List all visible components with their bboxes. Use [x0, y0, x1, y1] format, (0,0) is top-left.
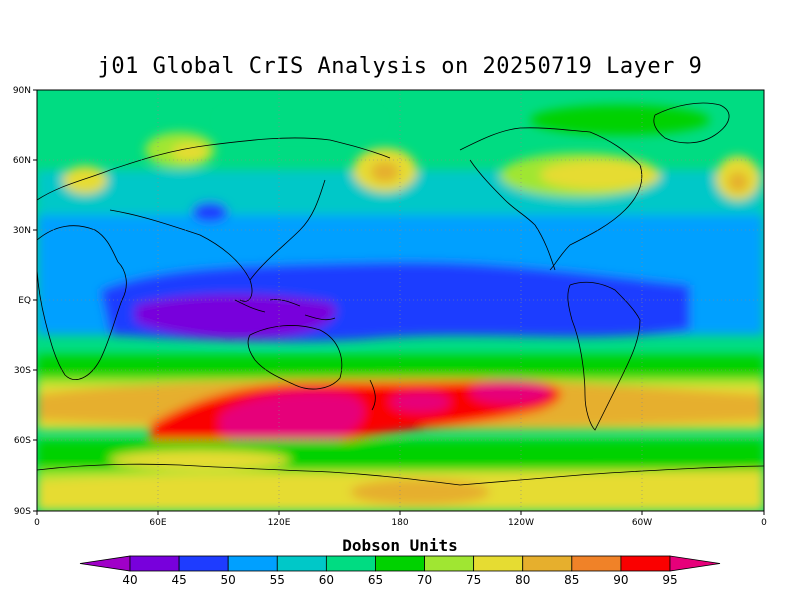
- map-title: j01 Global CrIS Analysis on 20250719 Lay…: [97, 54, 703, 79]
- colorbar-segment: [178, 555, 229, 572]
- lat-tick-label: 60N: [13, 156, 31, 166]
- colorbar-label: 90: [613, 573, 628, 587]
- colorbar-segment: [424, 555, 475, 572]
- lat-tick-label: 90S: [14, 507, 31, 517]
- colorbar-segment: [522, 555, 573, 572]
- lon-axis: 0 60E 120E 180 120W 60W 0: [34, 511, 767, 528]
- lon-tick-label: 60W: [632, 518, 652, 528]
- colorbar-label: 40: [122, 573, 137, 587]
- lat-tick-label: 60S: [14, 436, 31, 446]
- coastlines: [37, 102, 764, 486]
- lon-tick-label: 120W: [508, 518, 534, 528]
- lat-tick-label: 90N: [13, 86, 31, 96]
- colorbar-segment: [473, 555, 524, 572]
- colorbar-low-arrow: [79, 555, 131, 572]
- colorbar-segment: [276, 555, 327, 572]
- lat-axis: 90N 60N 30N EQ 30S 60S 90S: [13, 86, 37, 517]
- lon-tick-label: 120E: [268, 518, 291, 528]
- lat-tick-label: 30N: [13, 226, 31, 236]
- colorbar-label: 70: [417, 573, 432, 587]
- colorbar-segment: [129, 555, 180, 572]
- colorbar-segment: [620, 555, 671, 572]
- lon-tick-label: 0: [34, 518, 40, 528]
- colorbar-label: 80: [515, 573, 530, 587]
- lon-tick-label: 180: [391, 518, 408, 528]
- colorbar-label: 50: [221, 573, 236, 587]
- colorbar-label: 55: [270, 573, 285, 587]
- colorbar-label: 65: [368, 573, 383, 587]
- colorbar: 40 45 50 55 60 65 70 75 80 85 90 95: [79, 555, 721, 587]
- colorbar-segment: [325, 555, 376, 572]
- ozone-field: [37, 90, 764, 511]
- colorbar-title: Dobson Units: [342, 536, 458, 555]
- colorbar-segment: [571, 555, 622, 572]
- colorbar-label: 75: [466, 573, 481, 587]
- colorbar-segment: [375, 555, 425, 572]
- colorbar-high-arrow: [669, 555, 721, 572]
- colorbar-segment: [227, 555, 278, 572]
- colorbar-label: 45: [171, 573, 186, 587]
- colorbar-label: 85: [564, 573, 579, 587]
- colorbar-label: 95: [662, 573, 677, 587]
- lon-tick-label: 0: [761, 518, 767, 528]
- lat-tick-label: EQ: [18, 296, 31, 306]
- colorbar-label: 60: [319, 573, 334, 587]
- lon-tick-label: 60E: [149, 518, 166, 528]
- lat-tick-label: 30S: [14, 366, 31, 376]
